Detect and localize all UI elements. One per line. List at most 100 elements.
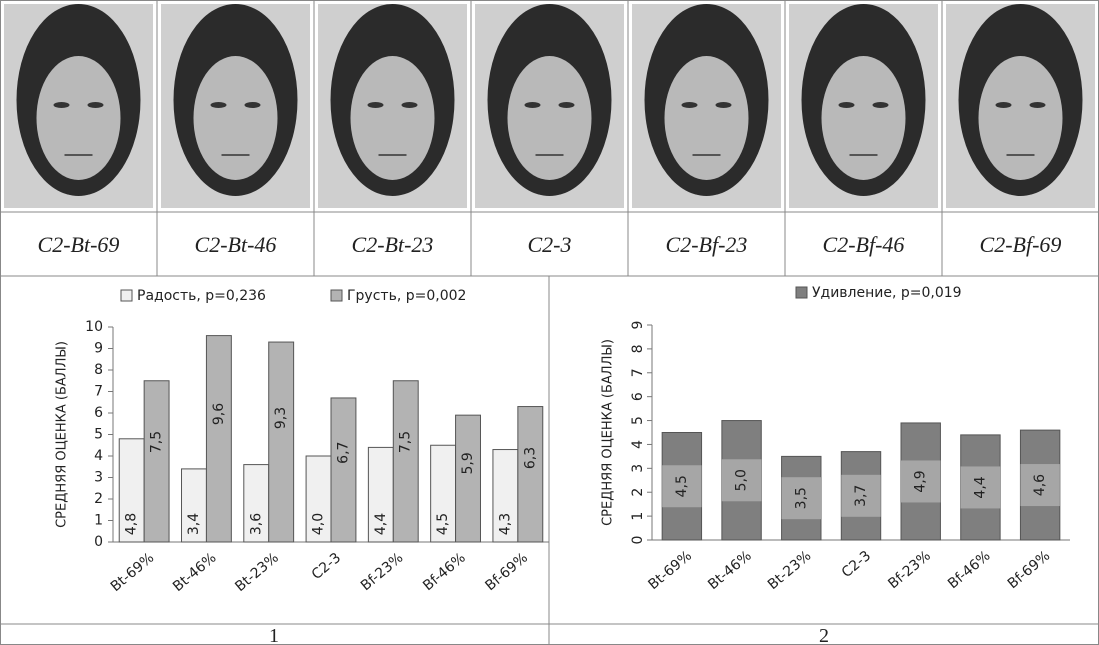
face-label: C2-Bt-46 bbox=[195, 232, 277, 257]
photo-eye bbox=[872, 102, 889, 108]
photo-face bbox=[350, 56, 435, 180]
photo-eye bbox=[1029, 102, 1046, 108]
y-tick-label: 4 bbox=[630, 440, 646, 449]
panel-label: 2 bbox=[819, 625, 829, 645]
face-label: C2-Bf-46 bbox=[823, 232, 905, 257]
value-label: 4,8 bbox=[124, 513, 140, 535]
legend-swatch bbox=[795, 286, 808, 299]
x-tick-label: Bf-23% bbox=[885, 548, 934, 592]
value-label: 4,6 bbox=[1032, 474, 1048, 496]
x-tick-label: Bf-23% bbox=[358, 550, 407, 594]
y-tick-label: 4 bbox=[94, 448, 103, 464]
y-tick-label: 3 bbox=[630, 464, 646, 473]
bar bbox=[205, 335, 232, 543]
photo-face bbox=[193, 56, 278, 180]
x-tick-label: C2-3 bbox=[839, 548, 874, 581]
value-label-box bbox=[662, 465, 702, 508]
y-tick-label: 0 bbox=[94, 534, 103, 550]
bar bbox=[118, 438, 145, 543]
y-axis-label: СРЕДНЯЯ ОЦЕНКА (БАЛЛЫ) bbox=[55, 341, 70, 528]
photo-face bbox=[978, 56, 1063, 180]
y-tick-label: 2 bbox=[94, 491, 103, 507]
bar bbox=[367, 446, 394, 543]
photo-eye bbox=[995, 102, 1012, 108]
face-label: C2-Bf-23 bbox=[666, 232, 748, 257]
photo-eye bbox=[715, 102, 732, 108]
photo-eye bbox=[244, 102, 261, 108]
bar bbox=[392, 380, 419, 543]
bar bbox=[143, 380, 170, 543]
value-label: 4,5 bbox=[674, 475, 690, 497]
value-label-box bbox=[721, 459, 762, 502]
y-tick-label: 2 bbox=[630, 488, 646, 497]
x-tick-label: Bf-46% bbox=[945, 548, 994, 592]
y-tick-label: 1 bbox=[94, 513, 103, 529]
y-tick-label: 9 bbox=[630, 321, 646, 330]
value-label: 3,4 bbox=[186, 513, 202, 535]
y-tick-label: 5 bbox=[630, 416, 646, 425]
x-tick-label: C2-3 bbox=[309, 550, 344, 583]
x-tick-label: Bt-69% bbox=[108, 550, 158, 595]
y-tick-label: 7 bbox=[630, 368, 646, 377]
value-label-box bbox=[841, 474, 881, 517]
value-label: 4,4 bbox=[972, 476, 988, 498]
value-label-box bbox=[960, 466, 1001, 509]
photo-eye bbox=[87, 102, 104, 108]
photo-eye bbox=[838, 102, 855, 108]
bar bbox=[330, 397, 357, 543]
y-tick-label: 3 bbox=[94, 470, 103, 486]
y-tick-label: 10 bbox=[85, 319, 103, 335]
bar bbox=[430, 444, 457, 543]
bar bbox=[517, 406, 544, 543]
y-tick-label: 8 bbox=[630, 344, 646, 353]
value-label: 9,6 bbox=[211, 403, 227, 425]
photo-eye bbox=[681, 102, 698, 108]
face-label: C2-3 bbox=[528, 232, 572, 257]
value-label: 7,5 bbox=[149, 431, 165, 453]
y-tick-label: 9 bbox=[94, 341, 103, 357]
value-label: 5,0 bbox=[734, 469, 750, 491]
y-tick-label: 6 bbox=[94, 405, 103, 421]
bar bbox=[243, 464, 270, 543]
bar bbox=[305, 455, 332, 543]
value-label: 3,7 bbox=[853, 485, 869, 507]
legend-label: Грусть, p=0,002 bbox=[347, 288, 466, 304]
legend-swatch bbox=[120, 289, 133, 302]
legend-label: Радость, p=0,236 bbox=[137, 288, 266, 304]
x-tick-label: Bt-46% bbox=[705, 548, 755, 593]
value-label: 6,3 bbox=[522, 447, 538, 469]
value-label: 7,5 bbox=[398, 431, 414, 453]
face-label: C2-Bt-69 bbox=[38, 232, 120, 257]
photo-face bbox=[36, 56, 121, 180]
value-label-box bbox=[1020, 464, 1060, 507]
x-tick-label: Bf-69% bbox=[1005, 548, 1054, 592]
value-label: 6,7 bbox=[335, 442, 351, 464]
value-label: 4,5 bbox=[435, 513, 451, 535]
photo-eye bbox=[401, 102, 418, 108]
x-tick-label: Bt-69% bbox=[645, 548, 695, 593]
photo-face bbox=[507, 56, 592, 180]
x-tick-label: Bt-23% bbox=[232, 550, 282, 595]
panel-label: 1 bbox=[269, 625, 279, 645]
x-tick-label: Bf-46% bbox=[420, 550, 469, 594]
photo-face bbox=[821, 56, 906, 180]
bar bbox=[268, 341, 295, 543]
photo-eye bbox=[367, 102, 384, 108]
x-tick-label: Bf-69% bbox=[482, 550, 531, 594]
photo-eye bbox=[524, 102, 541, 108]
y-tick-label: 1 bbox=[630, 512, 646, 521]
bar bbox=[455, 414, 481, 543]
value-label: 5,9 bbox=[460, 452, 476, 474]
x-tick-label: Bt-46% bbox=[170, 550, 220, 595]
bar bbox=[181, 468, 207, 543]
photo-face bbox=[664, 56, 749, 180]
value-label: 4,3 bbox=[497, 513, 513, 535]
y-tick-label: 6 bbox=[630, 392, 646, 401]
y-tick-label: 0 bbox=[630, 536, 646, 545]
value-label: 3,5 bbox=[793, 487, 809, 509]
photo-eye bbox=[558, 102, 575, 108]
legend-swatch bbox=[330, 289, 343, 302]
value-label-box bbox=[781, 477, 821, 520]
value-label: 3,6 bbox=[248, 513, 264, 535]
